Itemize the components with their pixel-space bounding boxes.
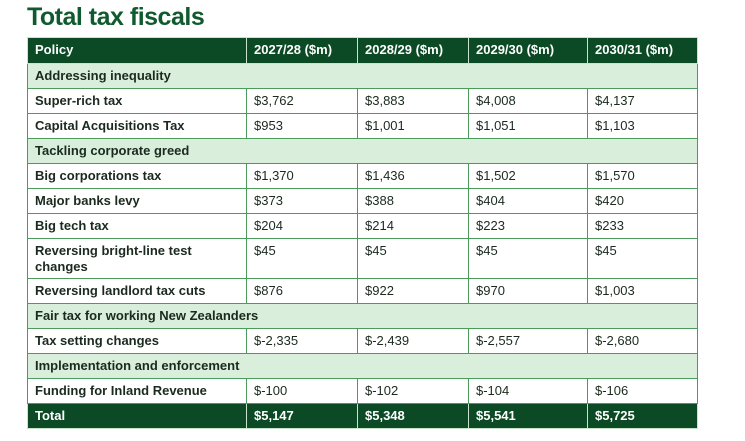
data-row: Super-rich tax $3,762 $3,883 $4,008 $4,137: [27, 88, 698, 114]
section-row: Implementation and enforcement: [27, 353, 698, 379]
total-value: $5,541: [468, 403, 588, 429]
policy-cell: Big corporations tax: [27, 163, 247, 189]
value-cell: $1,001: [357, 113, 469, 139]
value-cell: $1,003: [587, 278, 698, 304]
policy-cell: Major banks levy: [27, 188, 247, 214]
data-row: Reversing landlord tax cuts $876 $922 $970 $…: [27, 278, 698, 304]
value-cell: $1,103: [587, 113, 698, 139]
value-cell: $953: [246, 113, 358, 139]
value-cell: $-102: [357, 378, 469, 404]
value-cell: $45: [468, 238, 588, 279]
header-row: Policy 2027/28 ($m) 2028/29 ($m) 2029/30 ($…: [27, 37, 698, 64]
value-cell: $4,008: [468, 88, 588, 114]
value-cell: $4,137: [587, 88, 698, 114]
page-title: Total tax fiscals: [27, 3, 205, 31]
policy-cell: Capital Acquisitions Tax: [27, 113, 247, 139]
data-row: Major banks levy $373 $388 $404 $420: [27, 188, 698, 214]
header-cell: 2029/30 ($m): [468, 37, 588, 64]
value-cell: $373: [246, 188, 358, 214]
total-value: $5,725: [587, 403, 698, 429]
value-cell: $-2,335: [246, 328, 358, 354]
header-cell: Policy: [27, 37, 247, 64]
value-cell: $876: [246, 278, 358, 304]
table-body: Addressing inequality Super-rich tax $3,76…: [27, 63, 698, 429]
section-label: Implementation and enforcement: [27, 353, 698, 379]
value-cell: $-2,557: [468, 328, 588, 354]
policy-cell: Big tech tax: [27, 213, 247, 239]
value-cell: $-106: [587, 378, 698, 404]
policy-cell: Reversing bright-line test changes: [27, 238, 247, 279]
value-cell: $3,762: [246, 88, 358, 114]
total-value: $5,147: [246, 403, 358, 429]
value-cell: $970: [468, 278, 588, 304]
section-row: Fair tax for working New Zealanders: [27, 303, 698, 329]
total-label: Total: [27, 403, 247, 429]
value-cell: $388: [357, 188, 469, 214]
value-cell: $404: [468, 188, 588, 214]
section-label: Tackling corporate greed: [27, 138, 698, 164]
value-cell: $-2,439: [357, 328, 469, 354]
value-cell: $1,370: [246, 163, 358, 189]
value-cell: $45: [246, 238, 358, 279]
value-cell: $-100: [246, 378, 358, 404]
value-cell: $233: [587, 213, 698, 239]
section-row: Tackling corporate greed: [27, 138, 698, 164]
data-row: Reversing bright-line test changes $45 $45…: [27, 238, 698, 279]
data-row: Big tech tax $204 $214 $223 $233: [27, 213, 698, 239]
value-cell: $3,883: [357, 88, 469, 114]
value-cell: $223: [468, 213, 588, 239]
header-cell: 2027/28 ($m): [246, 37, 358, 64]
header-cell: 2030/31 ($m): [587, 37, 698, 64]
value-cell: $-2,680: [587, 328, 698, 354]
section-label: Fair tax for working New Zealanders: [27, 303, 698, 329]
policy-cell: Reversing landlord tax cuts: [27, 278, 247, 304]
value-cell: $-104: [468, 378, 588, 404]
value-cell: $922: [357, 278, 469, 304]
value-cell: $45: [357, 238, 469, 279]
policy-cell: Super-rich tax: [27, 88, 247, 114]
value-cell: $1,502: [468, 163, 588, 189]
value-cell: $214: [357, 213, 469, 239]
tax-table: Policy 2027/28 ($m) 2028/29 ($m) 2029/30 ($…: [27, 37, 698, 429]
value-cell: $1,051: [468, 113, 588, 139]
data-row: Big corporations tax $1,370 $1,436 $1,502 $1…: [27, 163, 698, 189]
data-row: Funding for Inland Revenue $-100 $-102 $-10…: [27, 378, 698, 404]
value-cell: $204: [246, 213, 358, 239]
header-cell: 2028/29 ($m): [357, 37, 469, 64]
data-row: Tax setting changes $-2,335 $-2,439 $-2,557…: [27, 328, 698, 354]
value-cell: $1,436: [357, 163, 469, 189]
total-row: Total $5,147 $5,348 $5,541 $5,725: [27, 403, 698, 429]
total-value: $5,348: [357, 403, 469, 429]
section-row: Addressing inequality: [27, 63, 698, 89]
value-cell: $420: [587, 188, 698, 214]
value-cell: $1,570: [587, 163, 698, 189]
policy-cell: Tax setting changes: [27, 328, 247, 354]
value-cell: $45: [587, 238, 698, 279]
data-row: Capital Acquisitions Tax $953 $1,001 $1,051…: [27, 113, 698, 139]
section-label: Addressing inequality: [27, 63, 698, 89]
policy-cell: Funding for Inland Revenue: [27, 378, 247, 404]
